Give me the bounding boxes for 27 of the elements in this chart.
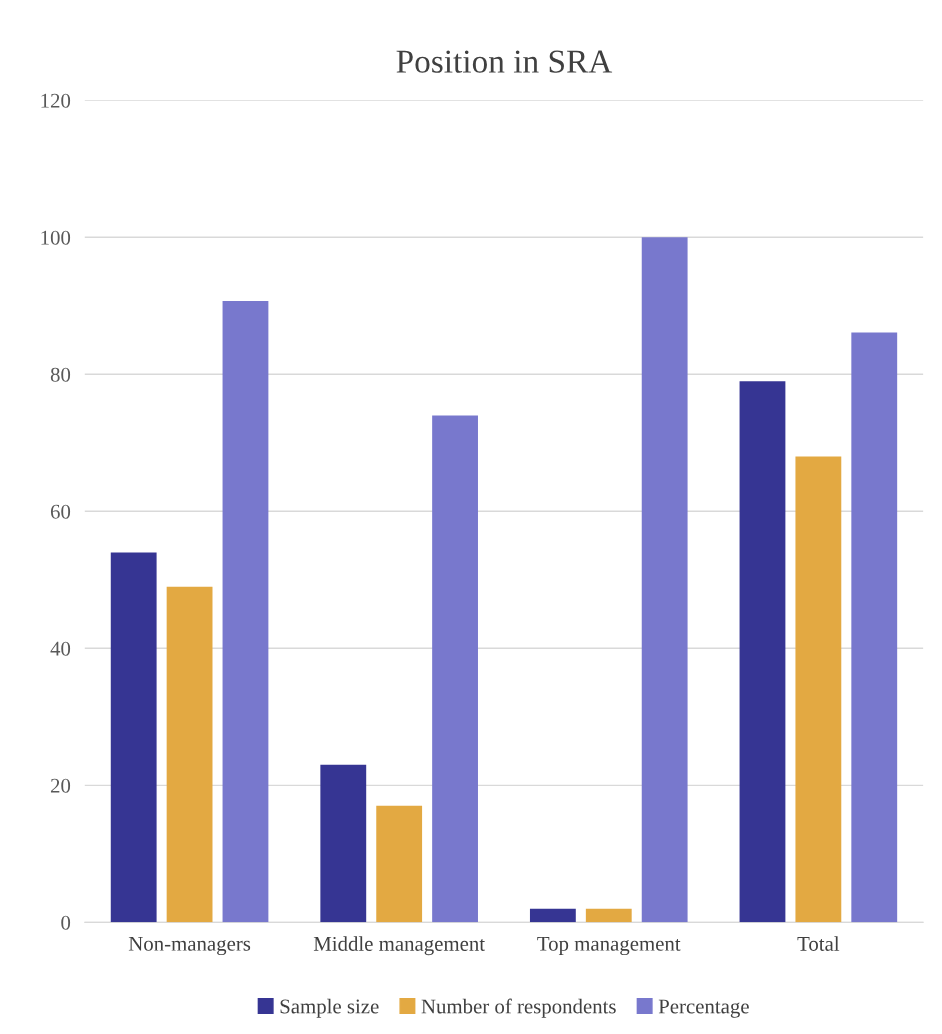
y-tick-label: 80: [50, 367, 71, 382]
x-tick-label: Total: [797, 936, 840, 951]
bar: [641, 237, 688, 923]
bar: [529, 908, 576, 923]
y-tick-label: 20: [50, 778, 71, 793]
legend-label: Sample size: [280, 998, 379, 1018]
x-tick-label: Middle management: [313, 936, 485, 956]
bar: [166, 586, 213, 923]
bar: [851, 332, 898, 923]
bar: [432, 415, 478, 923]
y-tick-label: 0: [61, 915, 71, 930]
bar: [320, 764, 367, 923]
x-tick-label: Non-managers: [128, 936, 251, 956]
y-tick-label: 40: [50, 641, 71, 656]
bar: [222, 301, 269, 923]
y-tick-label: 100: [41, 230, 71, 245]
bar: [739, 381, 786, 923]
bar: [795, 456, 842, 923]
bar: [110, 552, 157, 923]
legend-label: Number of respondents: [421, 998, 616, 1018]
y-tick-label: 120: [41, 93, 71, 108]
x-tick-label: Top management: [537, 936, 681, 956]
legend-label: Percentage: [658, 999, 749, 1018]
bar: [585, 908, 632, 923]
y-tick-label: 60: [50, 504, 71, 519]
bar: [376, 805, 423, 923]
chart-title: Position in SRA: [396, 50, 613, 73]
